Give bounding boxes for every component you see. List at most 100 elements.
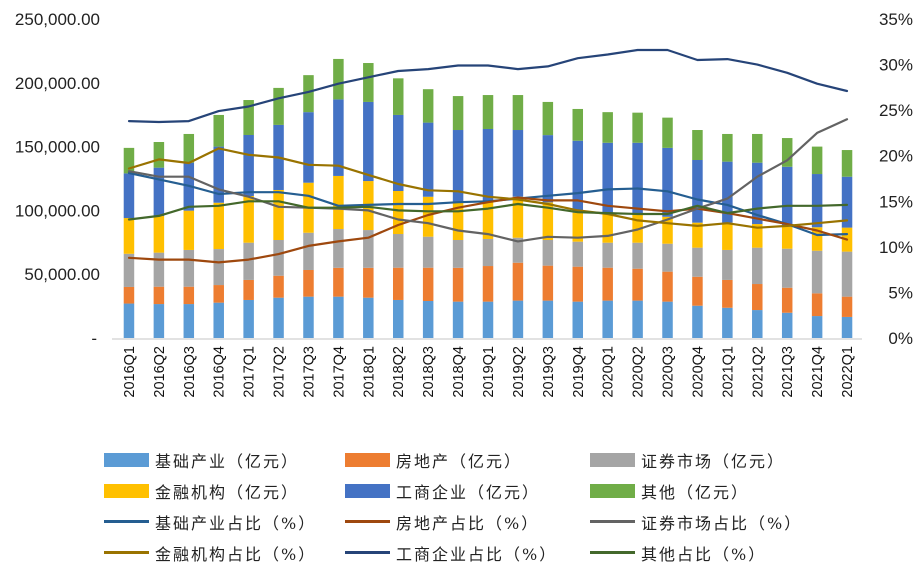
bar-segment-0: [392, 299, 404, 338]
bar-segment-0: [602, 300, 613, 338]
bar-segment-3: [542, 202, 554, 241]
legend-item-real-estate-share[interactable]: 房地产占比（%）: [345, 510, 590, 534]
category-label: 2016Q2: [152, 346, 168, 398]
bar-segment-5: [512, 95, 524, 131]
bar-segment-2: [692, 247, 703, 277]
bar-segment-4: [692, 159, 703, 223]
right-axis-tick-label: 0%: [888, 329, 913, 348]
legend-swatch: [590, 452, 635, 467]
bar-segment-5: [662, 117, 673, 148]
left-axis-tick-label: 50,000.00: [24, 265, 100, 284]
legend-row: 基础产业（亿元） 房地产（亿元） 证券市场（亿元）: [104, 444, 904, 475]
bar-segment-2: [243, 242, 254, 280]
bar-segment-2: [153, 252, 165, 287]
bar-segment-2: [303, 232, 314, 270]
category-label: 2020Q2: [631, 346, 647, 398]
bar-segment-0: [363, 297, 374, 338]
category-label: 2018Q1: [361, 346, 377, 398]
left-axis-tick-label: -: [91, 329, 97, 348]
chart-canvas: - 50,000.00 100,000.00 150,000.00 200,000.00…: [15, 10, 913, 398]
category-label: 2017Q2: [272, 346, 288, 398]
legend-item-financial-institutions[interactable]: 金融机构（亿元）: [104, 479, 345, 503]
bar-segment-5: [273, 87, 284, 125]
legend-item-other[interactable]: 其他（亿元）: [590, 479, 831, 503]
bar-segment-1: [752, 284, 763, 311]
bar-segment-2: [752, 247, 763, 285]
legend-item-securities-share[interactable]: 证券市场占比（%）: [590, 510, 831, 534]
bar-segment-2: [572, 241, 584, 267]
legend-swatch: [590, 483, 635, 498]
bar-segment-0: [303, 296, 314, 338]
category-label: 2022Q1: [840, 346, 856, 398]
bar-segment-4: [542, 135, 554, 203]
bar-segment-5: [153, 142, 165, 168]
bar-segment-4: [482, 128, 494, 203]
bar-segment-2: [183, 249, 195, 287]
legend-swatch: [345, 551, 390, 554]
category-label: 2016Q3: [182, 346, 198, 398]
legend-swatch: [104, 483, 149, 498]
legend-item-real-estate[interactable]: 房地产（亿元）: [345, 448, 590, 472]
bar-segment-3: [243, 195, 254, 243]
legend-label: 证券市场占比（%）: [641, 513, 803, 533]
bar-segment-4: [662, 147, 673, 217]
bar-segment-3: [213, 202, 224, 250]
bar-segment-4: [213, 146, 224, 203]
bar-segment-4: [392, 114, 404, 192]
bar-segment-2: [333, 229, 344, 268]
bar-segment-1: [692, 276, 703, 306]
legend-label: 其他（亿元）: [641, 482, 750, 502]
bar-segment-3: [482, 202, 494, 239]
category-label: 2021Q2: [750, 346, 766, 398]
bar-segment-3: [392, 191, 404, 235]
bar-segment-2: [542, 240, 554, 266]
bar-segment-3: [572, 212, 584, 242]
left-axis-tick-label: 200,000.00: [15, 74, 100, 93]
legend-item-securities[interactable]: 证券市场（亿元）: [590, 448, 831, 472]
category-label: 2016Q1: [122, 346, 138, 398]
line-series-group: [127, 48, 849, 264]
bar-segment-1: [781, 287, 793, 313]
bar-segment-5: [243, 100, 254, 135]
legend-item-other-share[interactable]: 其他占比（%）: [590, 541, 831, 565]
bar-segment-3: [722, 222, 733, 250]
legend-row: 基础产业占比（%） 房地产占比（%） 证券市场占比（%）: [104, 506, 904, 537]
bar-segment-0: [692, 305, 703, 338]
bar-segment-3: [452, 202, 464, 241]
bar-segment-3: [422, 196, 434, 237]
bar-segment-5: [841, 150, 853, 177]
bar-segment-1: [482, 266, 494, 302]
bar-segment-2: [632, 242, 643, 269]
category-label: 2017Q4: [331, 346, 347, 398]
bar-segment-3: [692, 222, 703, 248]
bar-segment-1: [392, 267, 404, 300]
legend-item-infrastructure-share[interactable]: 基础产业占比（%）: [104, 510, 345, 534]
legend-item-infrastructure[interactable]: 基础产业（亿元）: [104, 448, 345, 472]
bar-segment-0: [183, 304, 195, 338]
bar-segment-0: [572, 301, 584, 338]
category-label: 2018Q2: [391, 346, 407, 398]
bar-segment-1: [662, 271, 673, 302]
right-axis-tick-label: 15%: [879, 192, 913, 211]
bar-segment-1: [572, 266, 584, 302]
bar-segment-0: [662, 301, 673, 338]
bar-segment-5: [452, 96, 464, 131]
bar-segment-0: [752, 310, 763, 338]
legend-item-financial-institutions-share[interactable]: 金融机构占比（%）: [104, 541, 345, 565]
bar-segment-1: [123, 286, 135, 304]
right-axis: 0% 5% 10% 15% 20% 25% 30% 35%: [879, 10, 913, 348]
bar-segment-2: [512, 237, 524, 263]
bar-segment-4: [632, 142, 643, 215]
bar-segment-0: [542, 300, 554, 338]
category-label: 2019Q2: [511, 346, 527, 398]
bar-segment-0: [333, 296, 344, 338]
legend-item-industrial-commercial-share[interactable]: 工商企业占比（%）: [345, 541, 590, 565]
right-axis-tick-label: 30%: [879, 56, 913, 75]
left-axis: - 50,000.00 100,000.00 150,000.00 200,000.00…: [15, 10, 100, 348]
legend-item-industrial-commercial[interactable]: 工商企业（亿元）: [345, 479, 590, 503]
bar-segment-4: [602, 142, 613, 214]
bar-segment-4: [153, 167, 165, 217]
bar-segment-2: [452, 240, 464, 268]
bar-segment-5: [572, 108, 584, 141]
bar-segment-3: [153, 216, 165, 253]
